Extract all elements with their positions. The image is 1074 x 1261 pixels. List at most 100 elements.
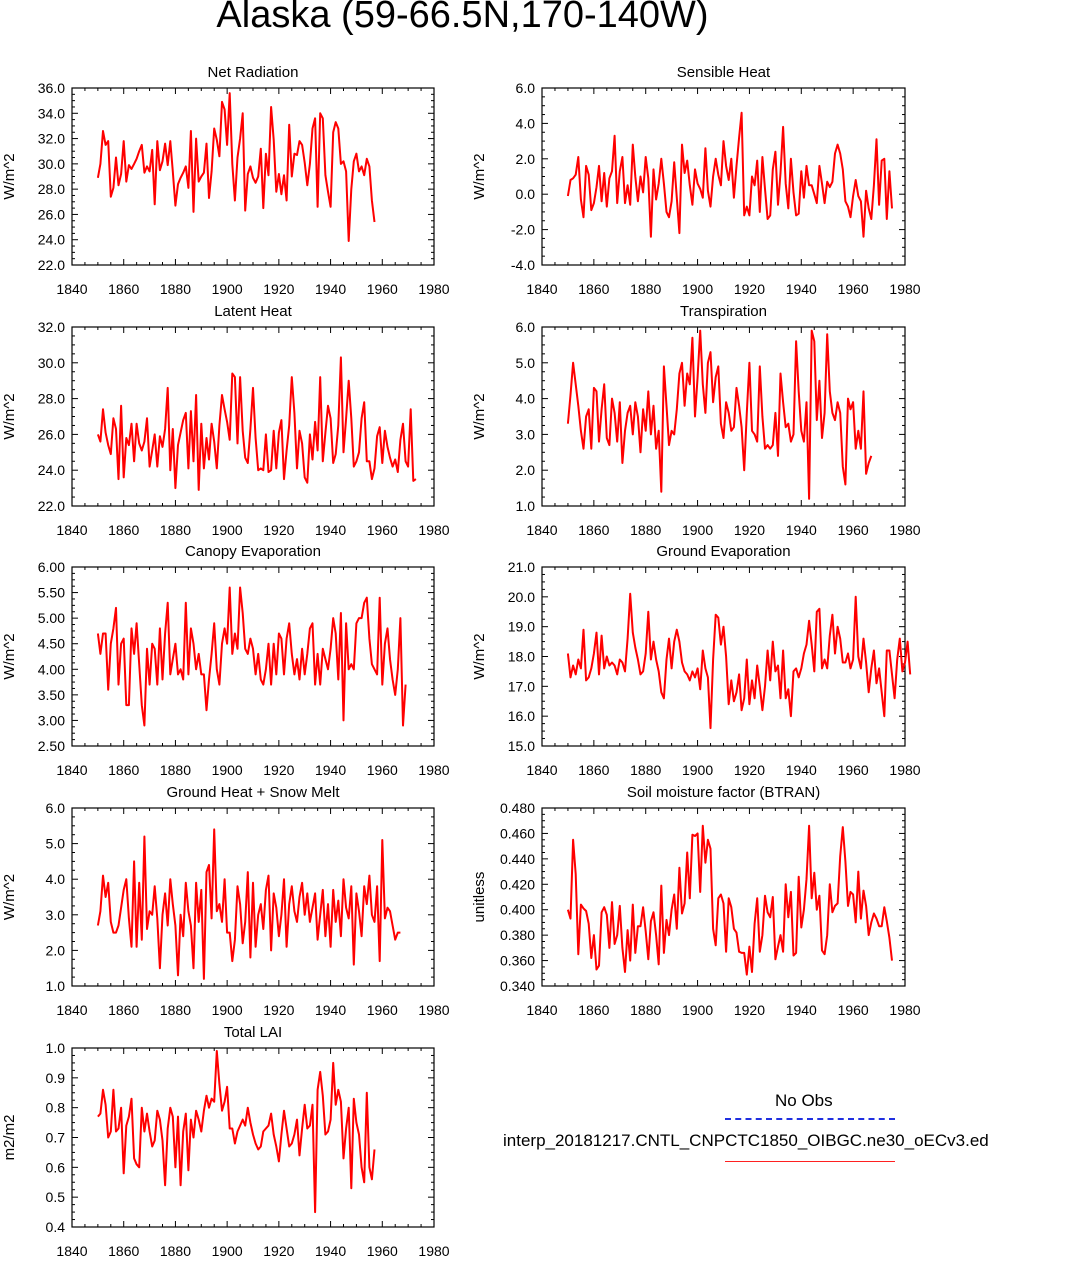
x-tick-label: 1940 [786,522,817,538]
x-tick-label: 1960 [367,1002,398,1018]
series-line-2-1 [566,111,893,238]
x-tick-label: 1860 [578,281,609,297]
x-tick-label: 1880 [160,1243,191,1259]
x-tick-label: 1900 [682,522,713,538]
x-tick-label: 1980 [889,762,920,778]
x-tick-label: 1920 [263,522,294,538]
plot-frame-2 [541,87,906,266]
x-tick-label: 1980 [418,281,449,297]
y-tick-label: 0.440 [500,851,535,867]
panel-title: Total LAI [224,1024,282,1041]
y-tick-label: 0.9 [46,1070,66,1086]
x-tick-label: 1980 [418,522,449,538]
y-tick-label: 2.0 [516,151,536,167]
x-tick-label: 1940 [315,762,346,778]
y-tick-label: 6.00 [38,559,65,575]
y-tick-label: 3.0 [516,426,536,442]
x-tick-label: 1960 [367,762,398,778]
x-tick-label: 1880 [630,762,661,778]
x-tick-label: 1840 [56,1243,87,1259]
x-tick-label: 1940 [315,522,346,538]
x-tick-label: 1960 [367,522,398,538]
y-tick-label: 22.0 [38,498,65,514]
plot-frame-3 [71,326,435,507]
y-tick-label: 0.420 [500,876,535,892]
x-tick-label: 1840 [56,762,87,778]
y-tick-label: 0.7 [46,1130,66,1146]
y-axis-label: unitless [471,872,488,923]
y-tick-label: 4.00 [38,661,65,677]
y-tick-label: 0.5 [46,1189,66,1205]
y-axis-label: m2/m2 [1,1115,18,1161]
y-axis-label: W/m^2 [1,874,18,920]
y-tick-label: 4.0 [46,871,66,887]
x-tick-label: 1920 [734,1002,765,1018]
y-tick-label: 5.0 [516,355,536,371]
x-tick-label: 1940 [786,762,817,778]
x-tick-label: 1840 [56,522,87,538]
x-tick-label: 1960 [838,281,869,297]
x-tick-label: 1860 [108,522,139,538]
x-tick-label: 1960 [838,522,869,538]
y-tick-label: 30.0 [38,156,65,172]
x-tick-label: 1880 [160,1002,191,1018]
x-tick-label: 1860 [578,522,609,538]
y-tick-label: 1.0 [46,1040,66,1056]
x-tick-label: 1980 [418,1243,449,1259]
y-tick-label: 3.0 [46,907,66,923]
y-tick-label: 0.4 [46,1219,66,1235]
x-tick-label: 1940 [786,281,817,297]
x-tick-label: 1960 [838,1002,869,1018]
y-tick-label: 34.0 [38,105,65,121]
x-tick-label: 1860 [108,281,139,297]
x-tick-label: 1980 [889,522,920,538]
y-tick-label: 6.0 [516,319,536,335]
x-tick-label: 1940 [786,1002,817,1018]
y-tick-label: 0.360 [500,953,535,969]
x-tick-label: 1900 [212,281,243,297]
x-tick-label: 1900 [682,762,713,778]
x-tick-label: 1860 [578,762,609,778]
y-tick-label: 36.0 [38,80,65,96]
y-axis-label: W/m^2 [471,153,488,199]
y-tick-label: 2.0 [516,462,536,478]
x-tick-label: 1900 [212,1243,243,1259]
y-tick-label: 24.0 [38,462,65,478]
y-tick-label: 6.0 [46,800,66,816]
series-line-7-1 [96,828,401,980]
panel-title: Sensible Heat [677,64,771,81]
x-tick-label: 1840 [56,1002,87,1018]
x-tick-label: 1840 [526,522,557,538]
y-tick-label: 4.50 [38,636,65,652]
x-tick-label: 1880 [160,281,191,297]
y-tick-label: 20.0 [508,589,535,605]
x-tick-label: 1980 [889,1002,920,1018]
x-tick-label: 1880 [630,281,661,297]
x-tick-label: 1920 [734,762,765,778]
x-tick-label: 1840 [56,281,87,297]
plot-frame-4 [541,326,906,507]
legend-obs-line [725,1118,895,1120]
x-tick-label: 1900 [212,762,243,778]
x-tick-label: 1900 [212,1002,243,1018]
y-tick-label: 0.460 [500,825,535,841]
x-tick-label: 1880 [160,762,191,778]
x-tick-label: 1900 [682,281,713,297]
series-line-4-1 [566,329,873,500]
y-tick-label: 22.0 [38,257,65,273]
x-tick-label: 1920 [734,522,765,538]
x-tick-label: 1980 [418,1002,449,1018]
x-tick-label: 1860 [578,1002,609,1018]
x-tick-label: 1960 [367,1243,398,1259]
series-line-3-1 [96,356,417,491]
y-axis-label: W/m^2 [1,153,18,199]
y-tick-label: 0.6 [46,1159,66,1175]
legend-obs-label: No Obs [775,1091,833,1110]
y-tick-label: 5.00 [38,610,65,626]
x-tick-label: 1940 [315,1002,346,1018]
y-tick-label: 17.0 [508,678,535,694]
legend-model-label: interp_20181217.CNTL_CNPCTC1850_OIBGC.ne… [503,1131,989,1150]
y-tick-label: 6.0 [516,80,536,96]
y-tick-label: 0.8 [46,1100,66,1116]
y-axis-label: W/m^2 [471,633,488,679]
